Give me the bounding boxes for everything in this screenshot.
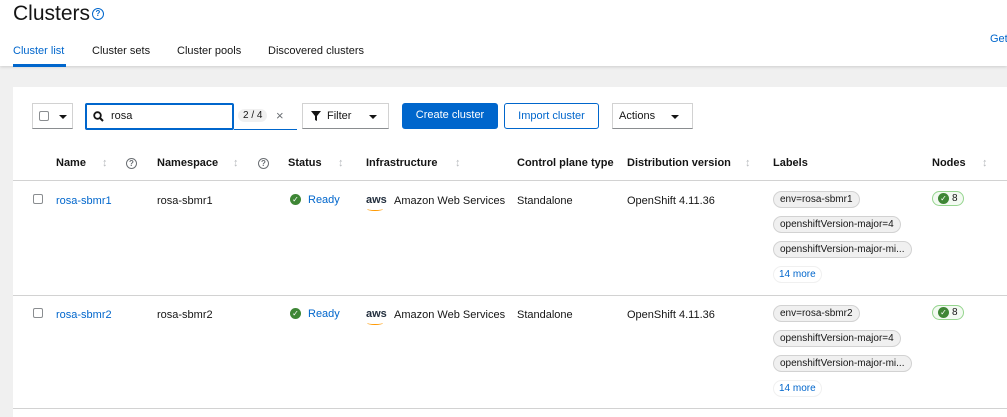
row-divider xyxy=(13,295,1007,296)
status-ready[interactable]: Ready xyxy=(308,308,340,320)
actions-dropdown[interactable]: Actions xyxy=(612,103,693,129)
check-circle-icon: ✓ xyxy=(290,194,301,205)
row-checkbox[interactable] xyxy=(33,194,43,204)
bulk-select-dropdown[interactable] xyxy=(32,103,73,129)
check-circle-icon: ✓ xyxy=(290,308,301,319)
import-cluster-button[interactable]: Import cluster xyxy=(504,103,599,129)
page-header xyxy=(0,0,1007,66)
create-cluster-button[interactable]: Create cluster xyxy=(402,103,498,129)
column-header-infrastructure[interactable]: Infrastructure xyxy=(366,157,438,169)
search-utilities xyxy=(234,103,297,130)
nodes-count: 8 xyxy=(952,307,958,318)
actions-label: Actions xyxy=(619,110,656,122)
sort-icon[interactable]: ↕ xyxy=(102,157,108,169)
caret-down-icon xyxy=(369,115,377,119)
check-circle-icon: ✓ xyxy=(938,193,949,204)
more-labels-button[interactable]: 14 more xyxy=(773,380,822,397)
bulk-select-checkbox[interactable] xyxy=(39,111,49,121)
column-header-control-plane-type: Control plane type xyxy=(517,157,614,169)
sort-icon[interactable]: ↕ xyxy=(233,157,239,169)
caret-down-icon xyxy=(671,115,679,119)
table-row: rosa-sbmr1 rosa-sbmr1 ✓ Ready aws Amazon… xyxy=(0,181,1007,295)
tab-discovered-clusters[interactable]: Discovered clusters xyxy=(268,45,364,57)
column-header-labels: Labels xyxy=(773,157,808,169)
status-ready[interactable]: Ready xyxy=(308,194,340,206)
label-chip: env=rosa-sbmr2 xyxy=(773,305,860,322)
distribution-version: OpenShift 4.11.36 xyxy=(627,195,715,207)
column-header-nodes[interactable]: Nodes xyxy=(932,157,966,169)
help-icon[interactable]: ? xyxy=(92,8,104,20)
nodes-count: 8 xyxy=(952,193,958,204)
label-chip: openshiftVersion-major=4 xyxy=(773,216,901,233)
aws-logo-icon: aws xyxy=(366,194,387,211)
control-plane-type: Standalone xyxy=(517,309,573,321)
tab-cluster-sets[interactable]: Cluster sets xyxy=(92,45,151,57)
sort-icon[interactable]: ↕ xyxy=(338,157,344,169)
label-chip: openshiftVersion-major-mi... xyxy=(773,241,912,258)
check-circle-icon: ✓ xyxy=(938,307,949,318)
cluster-name-link[interactable]: rosa-sbmr1 xyxy=(56,195,112,207)
clear-search-icon[interactable]: × xyxy=(276,108,284,123)
row-checkbox[interactable] xyxy=(33,308,43,318)
label-chip: openshiftVersion-major=4 xyxy=(773,330,901,347)
get-link[interactable]: Get xyxy=(990,33,1007,45)
column-header-name[interactable]: Name xyxy=(56,157,86,169)
nodes-badge: ✓ 8 xyxy=(932,305,964,320)
nodes-badge: ✓ 8 xyxy=(932,191,964,206)
label-chip: openshiftVersion-major-mi... xyxy=(773,355,912,372)
more-labels-button[interactable]: 14 more xyxy=(773,266,822,283)
caret-down-icon xyxy=(59,115,67,119)
filter-icon xyxy=(311,111,321,121)
search-value: rosa xyxy=(111,110,133,122)
control-plane-type: Standalone xyxy=(517,195,573,207)
help-icon[interactable]: ? xyxy=(258,158,269,169)
label-chip: env=rosa-sbmr1 xyxy=(773,191,860,208)
search-icon xyxy=(93,111,104,122)
match-count: 2 / 4 xyxy=(238,109,268,122)
namespace: rosa-sbmr1 xyxy=(157,195,213,207)
sort-icon[interactable]: ↕ xyxy=(745,157,751,169)
infrastructure: Amazon Web Services xyxy=(394,309,506,321)
active-tab-indicator xyxy=(13,64,66,67)
cluster-name-link[interactable]: rosa-sbmr2 xyxy=(56,309,112,321)
aws-logo-icon: aws xyxy=(366,308,387,325)
help-icon[interactable]: ? xyxy=(126,158,137,169)
row-divider xyxy=(13,180,1007,181)
filter-label: Filter xyxy=(327,110,352,122)
tab-cluster-pools[interactable]: Cluster pools xyxy=(177,45,242,57)
filter-dropdown[interactable]: Filter xyxy=(302,103,389,129)
column-header-namespace[interactable]: Namespace xyxy=(157,157,219,169)
tab-cluster-list[interactable]: Cluster list xyxy=(13,45,65,57)
column-header-distribution-version[interactable]: Distribution version xyxy=(627,157,731,169)
sort-icon[interactable]: ↕ xyxy=(455,157,461,169)
search-input[interactable]: rosa xyxy=(85,103,234,130)
table-row: rosa-sbmr2 rosa-sbmr2 ✓ Ready aws Amazon… xyxy=(0,295,1007,409)
row-divider xyxy=(13,408,1007,409)
infrastructure: Amazon Web Services xyxy=(394,195,506,207)
namespace: rosa-sbmr2 xyxy=(157,309,213,321)
page-title: Clusters xyxy=(13,2,91,25)
column-header-status[interactable]: Status xyxy=(288,157,322,169)
sort-icon[interactable]: ↕ xyxy=(982,157,988,169)
distribution-version: OpenShift 4.11.36 xyxy=(627,309,715,321)
